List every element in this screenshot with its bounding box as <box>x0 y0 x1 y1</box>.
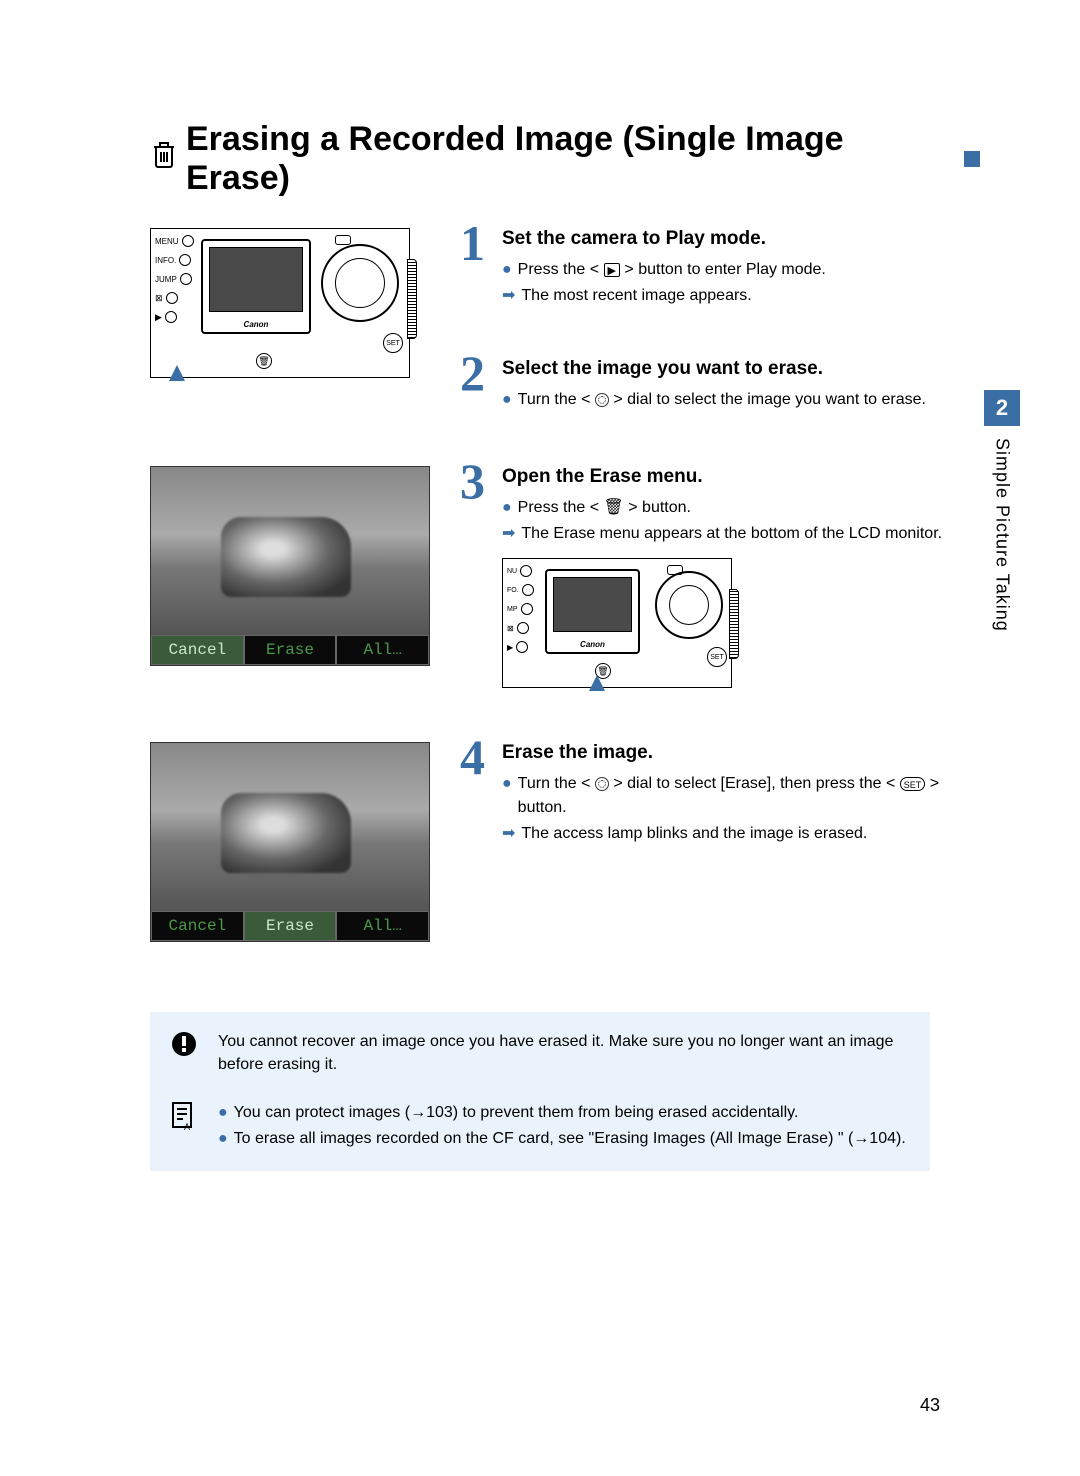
step-heading: Erase the image. <box>502 742 980 764</box>
notes-panel: You cannot recover an image once you hav… <box>150 1012 930 1170</box>
menu-cancel: Cancel <box>151 911 244 941</box>
camera-back-diagram-small: NU FO. MP ⊠ ▶ Canon SET 🗑 <box>502 558 732 688</box>
play-arrow-indicator <box>169 365 185 381</box>
step-line: ➡ The Erase menu appears at the bottom o… <box>502 522 980 546</box>
chapter-title: Simple Picture Taking <box>992 438 1013 632</box>
brand-label: Canon <box>203 320 309 329</box>
trash-icon: 🗑 <box>604 496 624 520</box>
step-number: 1 <box>460 218 485 268</box>
chapter-number: 2 <box>984 390 1020 426</box>
tip-line: ●To erase all images recorded on the CF … <box>218 1127 906 1151</box>
step-line: ➡ The most recent image appears. <box>502 284 980 308</box>
trash-arrow-indicator <box>589 675 605 691</box>
step-line: ● Turn the < > dial to select [Erase], t… <box>502 772 980 820</box>
step-1: 1 Set the camera to Play mode. ● Press t… <box>460 228 980 308</box>
bullet-icon: ● <box>502 772 512 796</box>
svg-text:A: A <box>184 1122 190 1131</box>
page-title: Erasing a Recorded Image (Single Image E… <box>150 120 980 198</box>
step-number: 3 <box>460 456 485 506</box>
lcd-preview-erase: Cancel Erase All… <box>150 742 430 942</box>
step-number: 4 <box>460 732 485 782</box>
trash-icon <box>150 140 178 179</box>
dial-icon <box>595 777 609 791</box>
play-icon: ▶ <box>604 263 620 277</box>
step-3: 3 Open the Erase menu. ● Press the < 🗑 >… <box>460 466 980 688</box>
menu-erase: Erase <box>244 911 337 941</box>
step-number: 2 <box>460 348 485 398</box>
menu-cancel: Cancel <box>151 635 244 665</box>
arrow-icon: ➡ <box>502 284 515 308</box>
page-number: 43 <box>920 1395 940 1416</box>
menu-all: All… <box>336 635 429 665</box>
title-text: Erasing a Recorded Image (Single Image E… <box>186 120 952 198</box>
menu-erase: Erase <box>244 635 337 665</box>
warning-text: You cannot recover an image once you hav… <box>218 1030 910 1076</box>
warning-icon <box>170 1030 200 1076</box>
bullet-icon: ● <box>502 496 512 520</box>
camera-back-diagram: MENU INFO. JUMP ⊠ ▶ Canon SET 🗑 <box>150 228 410 378</box>
step-line: ● Press the < ▶ > button to enter Play m… <box>502 258 980 282</box>
info-label: INFO. <box>155 256 176 265</box>
arrow-icon: ➡ <box>502 522 515 546</box>
title-decor <box>964 151 980 167</box>
set-button-diagram: SET <box>383 333 403 353</box>
step-line: ● Press the < 🗑 > button. <box>502 496 980 520</box>
jump-label: JUMP <box>155 275 177 284</box>
step-line: ● Turn the < > dial to select the image … <box>502 388 980 412</box>
chapter-tab: 2 Simple Picture Taking <box>984 390 1020 632</box>
step-line: ➡ The access lamp blinks and the image i… <box>502 822 980 846</box>
step-heading: Select the image you want to erase. <box>502 358 980 380</box>
step-4: 4 Erase the image. ● Turn the < > dial t… <box>460 742 980 846</box>
set-icon: SET <box>900 777 926 791</box>
dial-icon <box>595 393 609 407</box>
lcd-preview-cancel: Cancel Erase All… <box>150 466 430 666</box>
step-heading: Set the camera to Play mode. <box>502 228 980 250</box>
menu-label: MENU <box>155 237 179 246</box>
menu-all: All… <box>336 911 429 941</box>
step-heading: Open the Erase menu. <box>502 466 980 488</box>
arrow-icon: ➡ <box>502 822 515 846</box>
step-2: 2 Select the image you want to erase. ● … <box>460 358 980 412</box>
note-icon: A <box>170 1101 200 1153</box>
tip-line: ●You can protect images (→103) to preven… <box>218 1101 906 1125</box>
bullet-icon: ● <box>502 388 512 412</box>
bullet-icon: ● <box>502 258 512 282</box>
